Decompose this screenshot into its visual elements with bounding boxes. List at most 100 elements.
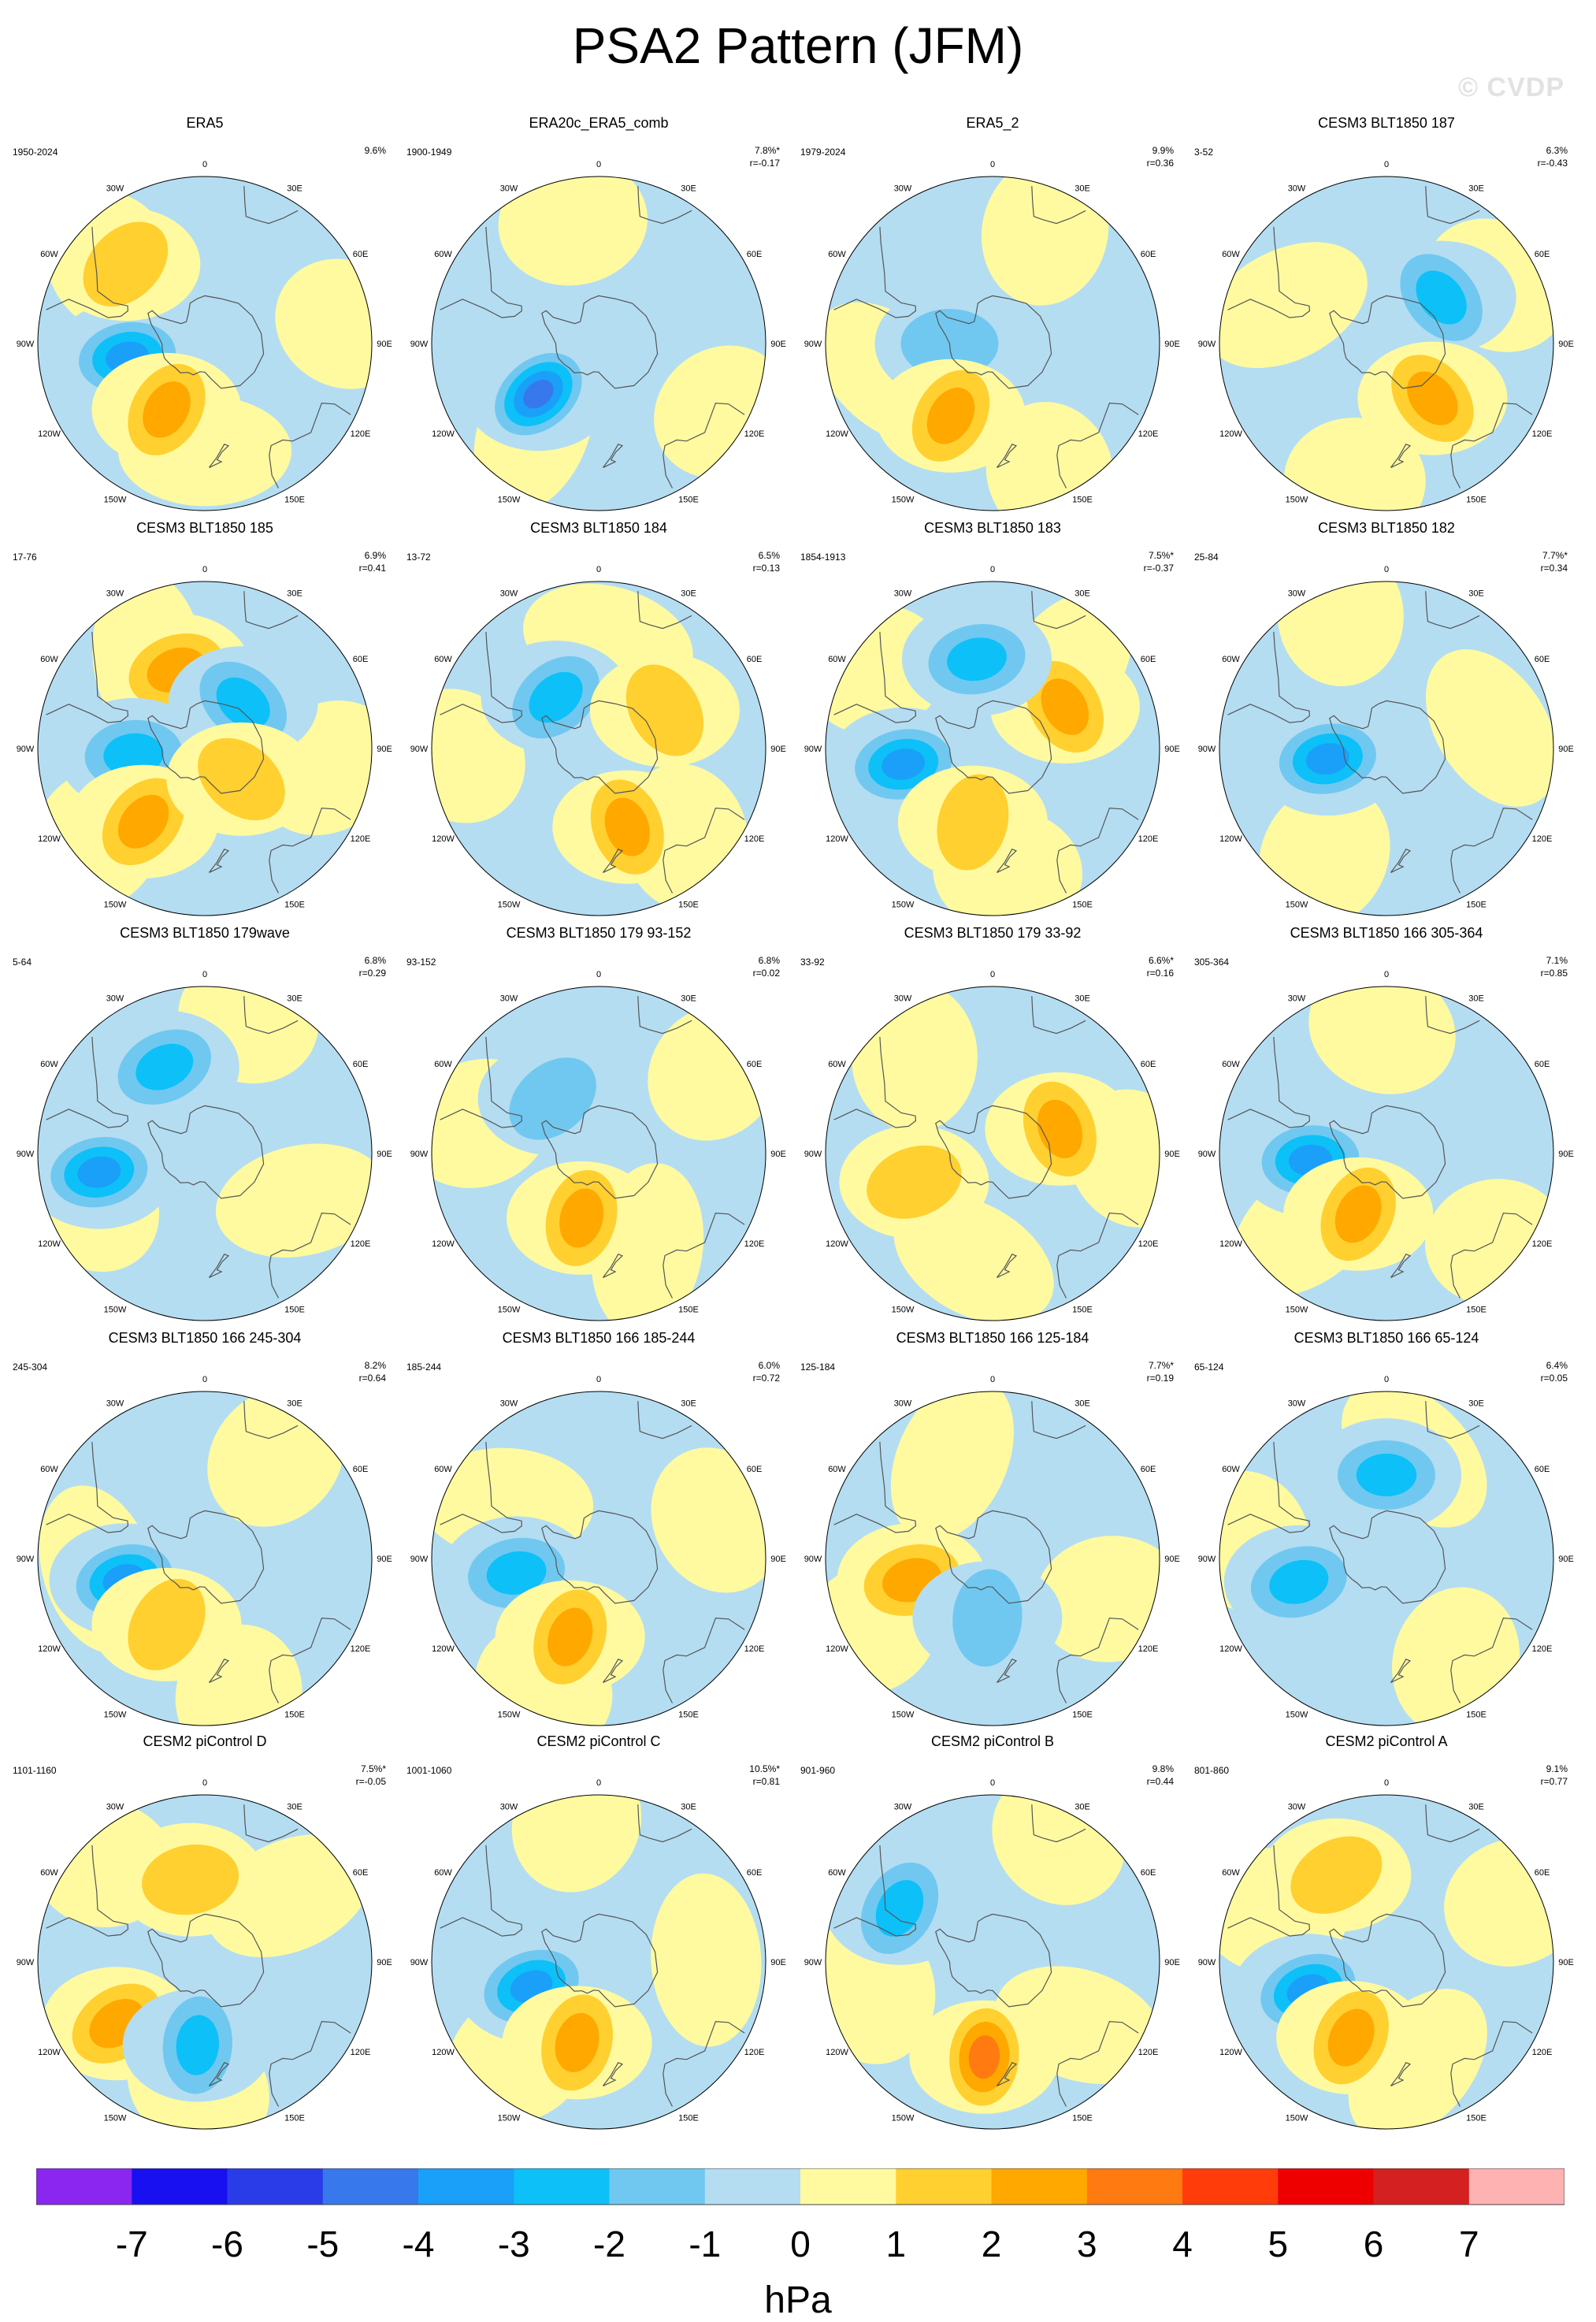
panel-years: 125-184 [800,1362,836,1373]
polar-map: 030E60E90E120E150E180150W120W90W60W30W [1198,1375,1574,1726]
longitude-label: 30E [287,1803,302,1812]
longitude-label: 0 [1384,160,1389,169]
map-border [431,986,766,1321]
coastline [935,700,1052,794]
longitude-label: 0 [1384,1778,1389,1788]
longitude-label: 60W [40,1060,58,1069]
coastline [603,2062,624,2086]
coastline [1390,849,1412,873]
longitude-label: 120E [1532,429,1553,439]
map-border [1219,176,1554,511]
map-panel: 030E60E90E120E150E180150W120W90W60W30WCE… [8,1330,402,1733]
longitude-label: 90W [1198,340,1216,349]
longitude-label: 120E [351,2048,371,2057]
coastline [1056,402,1139,489]
coastline [243,1401,299,1440]
longitude-label: 150W [498,1306,521,1315]
low-anomaly-contour [509,1057,596,1140]
map-panel: 030E60E90E120E150E180150W120W90W60W30WCE… [402,1330,796,1733]
panel-correlation: r=0.16 [1146,968,1174,979]
panel-variance-pct: 7.5%* [1148,550,1174,561]
coastline [1425,1401,1480,1440]
longitude-label: 30W [894,1399,912,1409]
panel-variance-pct: 10.5%* [749,1763,780,1774]
longitude-label: 60E [1141,1060,1156,1069]
coastline [935,1913,1052,2008]
panel-years: 25-84 [1194,552,1219,563]
longitude-label: 150W [104,901,127,910]
longitude-label: 150W [1286,901,1308,910]
panel-variance-pct: 7.7%* [1148,1360,1174,1371]
positive-band [1425,649,1553,807]
panel-title: CESM3 BLT1850 184 [530,520,667,536]
colorbar-swatch [991,2168,1088,2205]
longitude-label: 30E [287,994,302,1004]
polar-map: 030E60E90E120E150E180150W120W90W60W30W [1198,565,1574,916]
high-anomaly-contour [1290,1836,1383,1914]
coastline [541,295,659,389]
longitude-label: 120W [826,429,848,439]
high-anomaly-contour [937,774,1009,871]
positive-band [1308,986,1456,1094]
longitude-label: 0 [1384,1375,1389,1384]
longitude-label: 150E [284,2114,305,2123]
panel-variance-pct: 9.9% [1152,145,1174,156]
colorbar-swatch [609,2168,706,2205]
longitude-label: 30W [106,1803,124,1812]
map-border [431,581,766,916]
coastline [1056,807,1139,894]
coastline [833,1441,917,1533]
panel-title: CESM3 BLT1850 179 93-152 [506,925,692,941]
high-anomaly-contour [117,794,169,849]
longitude-label: 60W [434,1060,452,1069]
high-anomaly-contour [142,1844,239,1915]
longitude-label: 150E [1466,1306,1487,1315]
coastline [269,402,351,489]
coastline [440,226,523,318]
coastline [833,1036,917,1128]
map-border [825,1794,1160,2130]
longitude-label: 60W [828,1868,846,1878]
colorbar-swatch [132,2168,228,2205]
coastline [46,631,129,723]
high-anomaly-contour [867,1145,962,1219]
colorbar-tick-label: 3 [1077,2224,1097,2264]
coastline [1031,591,1086,630]
polar-map: 030E60E90E120E150E180150W120W90W60W30W [804,1375,1180,1726]
polar-map: 030E60E90E120E150E180150W120W90W60W30W [410,160,786,511]
colorbar-swatch [418,2168,514,2205]
longitude-label: 30E [1075,994,1090,1004]
longitude-label: 120E [1532,1239,1553,1249]
longitude-label: 150E [284,1306,305,1315]
coastline [209,849,230,873]
longitude-label: 120E [1532,2048,1553,2057]
positive-band [651,1873,762,2047]
longitude-label: 120E [1532,1644,1553,1654]
panel-years: 801-860 [1194,1765,1230,1776]
coastline [833,226,917,318]
coastline [997,2062,1018,2086]
panel-correlation: r=0.13 [752,563,780,574]
longitude-label: 0 [202,565,207,574]
longitude-label: 120W [1219,1644,1242,1654]
panel-years: 305-364 [1194,957,1230,968]
polar-map: 030E60E90E120E150E180150W120W90W60W30W [804,1778,1180,2130]
polar-map: 030E60E90E120E150E180150W120W90W60W30W [17,1375,392,1726]
coastline [1390,1659,1412,1683]
longitude-label: 150E [1466,901,1487,910]
coastline [1056,1212,1139,1298]
longitude-label: 90E [770,1555,786,1564]
colorbar-tick-label: 7 [1459,2224,1479,2264]
longitude-label: 60E [353,1868,369,1878]
colorbar-tick-label: -2 [593,2224,625,2264]
longitude-label: 90E [770,340,786,349]
panel-title: CESM3 BLT1850 182 [1318,520,1455,536]
coastline [1425,591,1480,630]
colorbar-swatch [1278,2168,1375,2205]
coastline [541,1510,659,1604]
longitude-label: 90E [377,340,392,349]
panel-years: 1001-1060 [406,1765,452,1776]
longitude-label: 30E [1468,994,1484,1004]
longitude-label: 150E [284,901,305,910]
coastline [1227,1845,1311,1937]
